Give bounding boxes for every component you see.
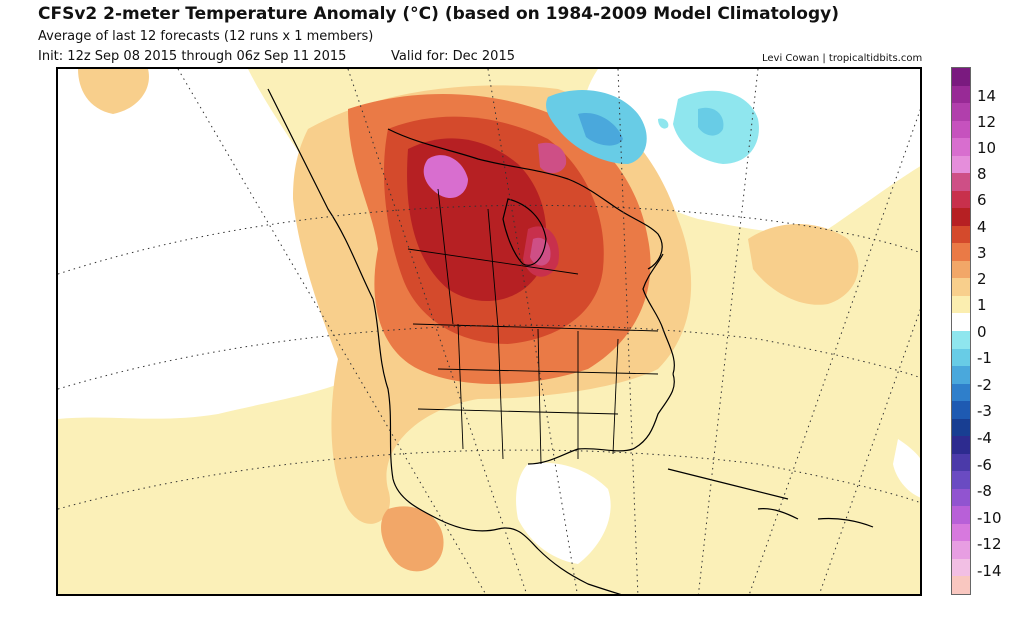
- colorbar-swatch: [952, 401, 970, 419]
- anomaly-map: [56, 67, 922, 596]
- colorbar-swatch: [952, 506, 970, 524]
- colorbar-label: -6: [977, 456, 992, 474]
- colorbar-swatch: [952, 471, 970, 489]
- colorbar-swatch: [952, 190, 970, 209]
- colorbar-label: -12: [977, 535, 1002, 553]
- colorbar-swatch: [952, 208, 970, 226]
- colorbar-label: 2: [977, 270, 987, 288]
- colorbar-swatch: [952, 418, 970, 437]
- colorbar-swatch: [952, 313, 970, 331]
- colorbar-swatch: [952, 541, 970, 559]
- credit-text: Levi Cowan | tropicaltidbits.com: [762, 53, 923, 64]
- colorbar-label: -1: [977, 349, 992, 367]
- colorbar-label: 0: [977, 323, 987, 341]
- colorbar-label: -4: [977, 429, 992, 447]
- colorbar-swatch: [952, 120, 970, 139]
- colorbar-label: 4: [977, 218, 987, 236]
- colorbar-label: 6: [977, 191, 987, 209]
- colorbar-swatch: [952, 558, 970, 577]
- colorbar-swatch: [952, 348, 970, 367]
- cold-anomaly-areas: [546, 90, 759, 164]
- colorbar-label: 3: [977, 244, 987, 262]
- anomaly-map-canvas: [58, 69, 920, 594]
- colorbar-swatch: [952, 173, 970, 191]
- graticule: [58, 69, 920, 594]
- colorbar-swatch: [952, 260, 970, 279]
- colorbar-swatch: [952, 103, 970, 121]
- colorbar-label: 10: [977, 139, 997, 157]
- colorbar-swatch: [952, 68, 970, 86]
- colorbar-swatch: [952, 138, 970, 156]
- colorbar-label: -14: [977, 562, 1002, 580]
- colorbar-swatch: [952, 85, 970, 104]
- colorbar-swatch: [952, 383, 970, 402]
- colorbar-swatch: [952, 453, 970, 472]
- political-borders: [407, 188, 659, 465]
- colorbar-swatch: [952, 155, 970, 174]
- colorbar: [951, 67, 971, 595]
- colorbar-label: -2: [977, 376, 992, 394]
- colorbar-swatch: [952, 278, 970, 296]
- colorbar-swatch: [952, 330, 970, 349]
- colorbar-swatch: [952, 225, 970, 244]
- map-subtitle: Average of last 12 forecasts (12 runs x …: [38, 29, 374, 44]
- colorbar-swatch: [952, 243, 970, 261]
- init-date-range: Init: 12z Sep 08 2015 through 06z Sep 11…: [38, 49, 347, 64]
- colorbar-swatch: [952, 436, 970, 454]
- colorbar-swatch: [952, 295, 970, 314]
- colorbar-label: -8: [977, 482, 992, 500]
- map-title: CFSv2 2-meter Temperature Anomaly (°C) (…: [38, 4, 839, 24]
- colorbar-swatch: [952, 523, 970, 542]
- colorbar-label: 8: [977, 165, 987, 183]
- colorbar-swatch: [952, 576, 970, 594]
- colorbar-label: 14: [977, 87, 997, 105]
- valid-period: Valid for: Dec 2015: [391, 49, 515, 64]
- colorbar-label: 1: [977, 296, 987, 314]
- colorbar-label: -3: [977, 402, 992, 420]
- colorbar-swatch: [952, 366, 970, 384]
- coastlines: [267, 88, 874, 594]
- colorbar-swatch: [952, 488, 970, 507]
- colorbar-label: 12: [977, 113, 997, 131]
- colorbar-label: -10: [977, 509, 1002, 527]
